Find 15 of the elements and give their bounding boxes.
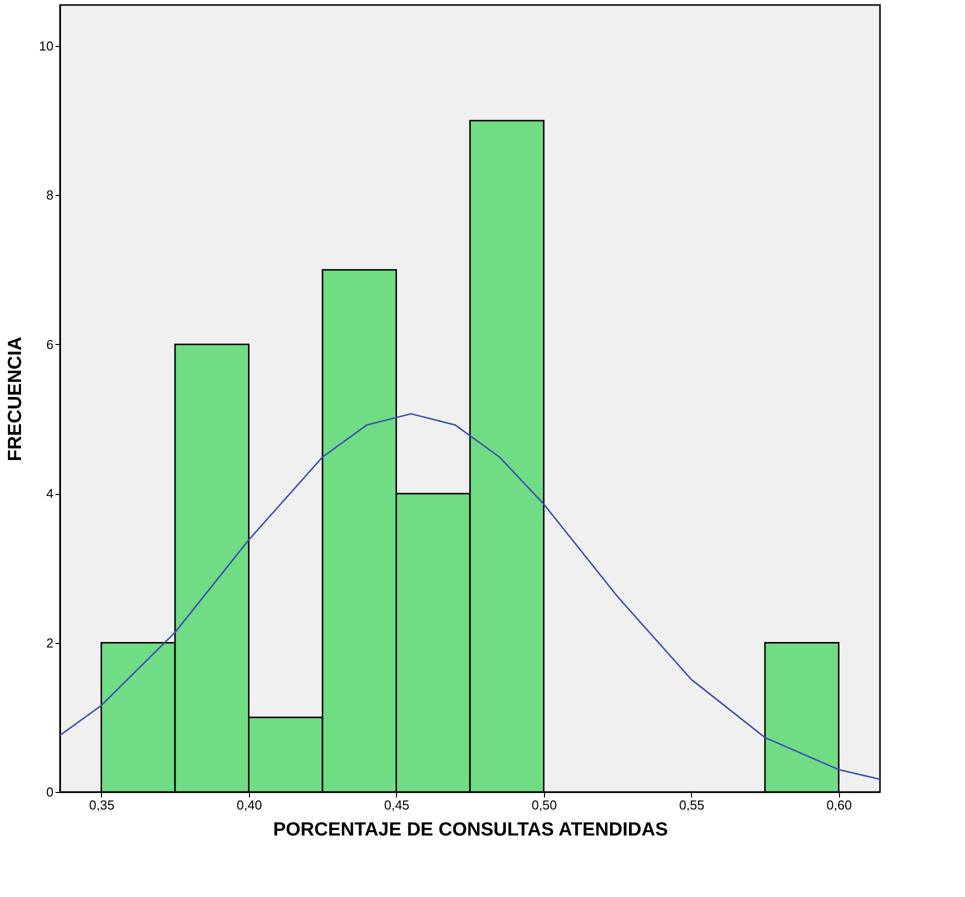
x-tick-label: 0,35 — [89, 798, 114, 812]
y-tick-label: 6 — [46, 336, 54, 352]
x-tick-label: 0,40 — [236, 798, 262, 812]
x-tick-label: 0,55 — [679, 798, 704, 812]
x-tick-label: 0,60 — [826, 798, 852, 812]
x-axis-title: PORCENTAJE DE CONSULTAS ATENDIDAS — [273, 820, 668, 840]
y-tick-label: 4 — [46, 486, 54, 502]
y-tick-label: 2 — [46, 635, 54, 650]
x-tick-label: 0,50 — [532, 798, 557, 812]
y-tick-label: 10 — [39, 38, 54, 54]
y-tick-label: 8 — [46, 188, 54, 203]
y-tick-label: 0 — [46, 784, 54, 800]
x-tick-label: 0,45 — [384, 798, 410, 812]
y-axis-title: FRECUENCIA — [5, 336, 26, 462]
line-series — [60, 413, 880, 780]
